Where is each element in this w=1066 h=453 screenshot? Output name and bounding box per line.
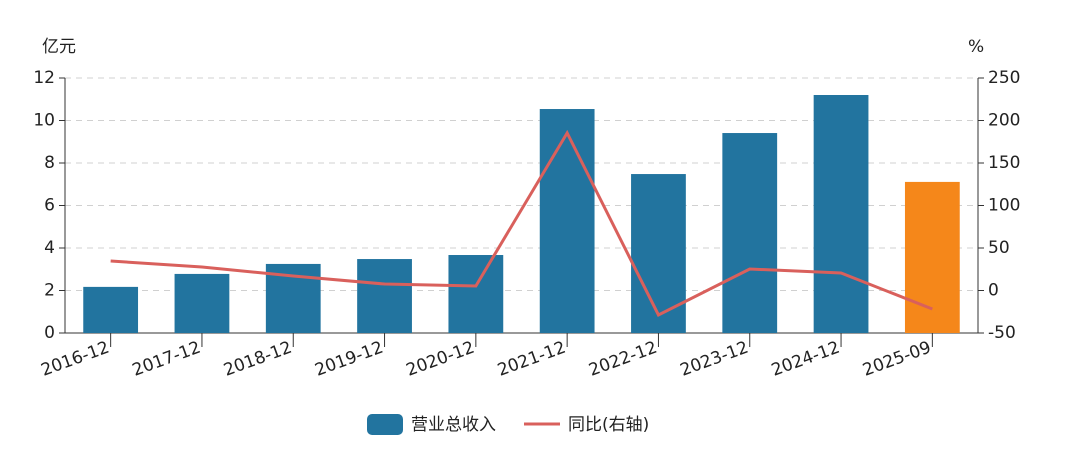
x-tick-label: 2017-12: [130, 338, 204, 381]
y-tick-label: 8: [44, 153, 55, 173]
x-tick-label: 2019-12: [312, 338, 386, 381]
legend-label: 营业总收入: [411, 415, 496, 435]
y-tick-label: 12: [33, 68, 55, 88]
bar: [722, 133, 778, 333]
bar: [539, 109, 595, 334]
bar: [904, 181, 960, 333]
line: [110, 129, 933, 317]
x-tick-label: 2023-12: [678, 338, 752, 381]
y2-tick-label: 150: [988, 153, 1020, 173]
y-tick-label: 6: [44, 196, 55, 216]
y2-tick-label: 250: [988, 68, 1020, 88]
legend-swatch: [367, 414, 403, 435]
x-tick-label: 2024-12: [769, 338, 843, 381]
x-tick-label: 2022-12: [586, 338, 660, 381]
bar: [174, 273, 230, 333]
y2-tick-label: 100: [988, 196, 1020, 216]
y2-tick-label: 50: [988, 238, 1010, 258]
y-tick-label: 0: [44, 323, 55, 343]
x-tick-label: 2016-12: [38, 338, 112, 381]
x-tick-label: 2018-12: [221, 338, 295, 381]
y-tick-label: 4: [44, 238, 55, 258]
y2-tick-label: 0: [988, 281, 999, 301]
bar: [631, 174, 686, 333]
x-tick-label: 2025-09: [860, 338, 934, 381]
legend-label: 同比(右轴): [568, 415, 649, 435]
y-unit: 亿元: [42, 37, 76, 57]
y-tick-label: 10: [33, 111, 55, 131]
bar: [83, 286, 139, 333]
bar: [813, 95, 869, 333]
x-tick-label: 2021-12: [495, 338, 569, 381]
y2-tick-label: -50: [988, 323, 1016, 343]
bar: [448, 255, 504, 333]
y2-unit: %: [968, 37, 984, 57]
y-tick-label: 2: [44, 281, 55, 301]
bar: [357, 259, 412, 333]
y2-tick-label: 200: [988, 111, 1020, 131]
x-tick-label: 2020-12: [404, 338, 478, 381]
